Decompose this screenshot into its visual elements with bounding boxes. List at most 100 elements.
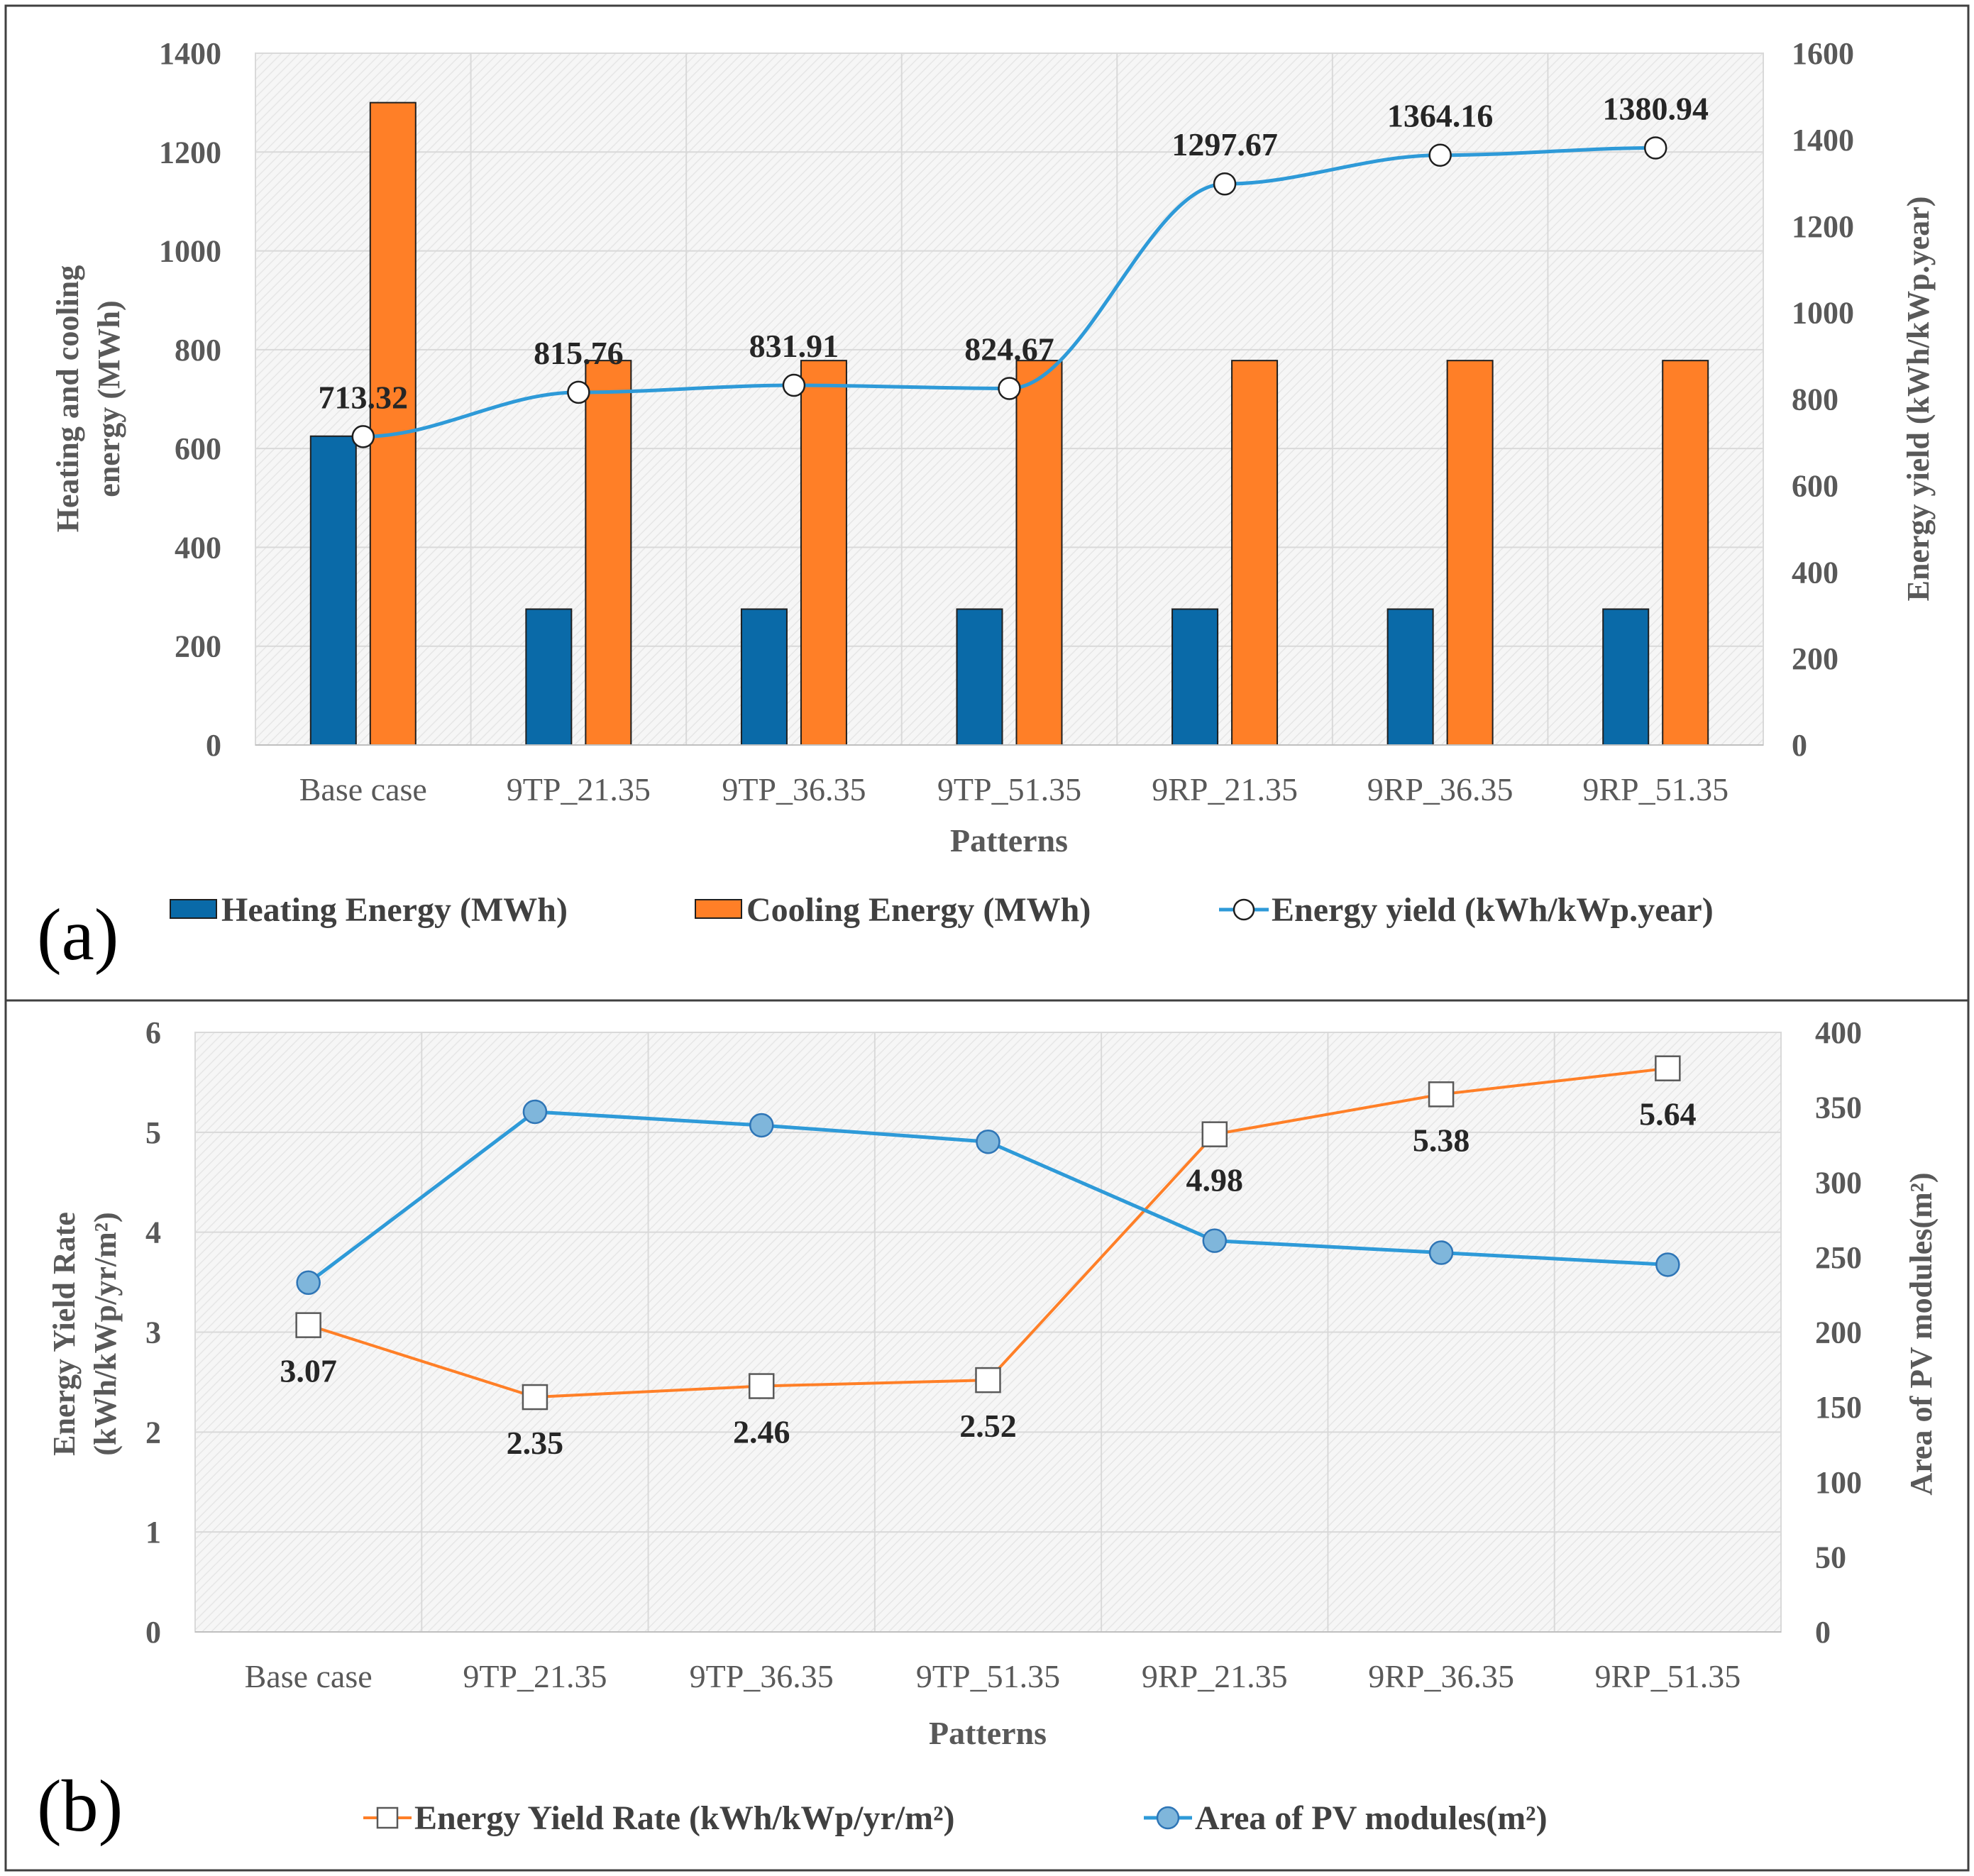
pv-area-point <box>1428 1240 1454 1265</box>
pv-area-point <box>1202 1228 1228 1253</box>
heating-bar <box>1602 608 1650 746</box>
left-tick-label: 200 <box>175 629 221 664</box>
cooling-bar <box>800 360 847 746</box>
left-tick-label: 400 <box>175 530 221 565</box>
panel-b-y2label: Area of PV modules(m²) <box>1904 1172 1939 1495</box>
right-tick-label: 0 <box>1792 728 1807 763</box>
heating-bar <box>1386 608 1434 746</box>
cooling-bar <box>1446 360 1494 746</box>
energy-yield-data-label: 824.67 <box>964 331 1054 367</box>
right-tick-label: 100 <box>1815 1465 1862 1500</box>
energy-yield-rate-point <box>1428 1081 1455 1108</box>
pv-area-point <box>1655 1252 1680 1277</box>
left-tick-label: 1400 <box>159 36 221 71</box>
right-tick-label: 200 <box>1815 1315 1862 1350</box>
energy-yield-rate-point <box>748 1373 775 1399</box>
heating-bar <box>309 435 357 746</box>
pv-area-point <box>296 1270 321 1296</box>
panel-b-xlabel: Patterns <box>929 1715 1047 1751</box>
category-label: 9TP_21.35 <box>507 771 651 807</box>
panel-b: 3.07 2.35 2.46 2.52 4.98 5.38 5.64 0 1 2 3 4 5 6 0 50 1… <box>4 999 1970 1872</box>
right-tick-label: 400 <box>1815 1015 1862 1050</box>
legend-yield-label: Energy yield (kWh/kWp.year) <box>1272 891 1714 929</box>
category-label: 9RP_21.35 <box>1142 1658 1288 1694</box>
panel-a-ylabel-line1: Heating and cooling <box>50 265 85 533</box>
legend-heating-label: Heating Energy (MWh) <box>221 891 568 929</box>
right-tick-label: 250 <box>1815 1240 1862 1275</box>
category-label: 9RP_36.35 <box>1367 771 1513 807</box>
heating-bar <box>740 608 788 746</box>
left-tick-label: 3 <box>145 1315 161 1350</box>
panel-a-ylabel-line2: energy (MWh) <box>92 300 126 497</box>
energy-yield-data-label: 831.91 <box>749 328 839 364</box>
right-tick-label: 1000 <box>1792 296 1854 331</box>
legend-cooling-label: Cooling Energy (MWh) <box>746 891 1091 929</box>
cooling-bar <box>585 360 632 746</box>
energy-yield-data-label: 1364.16 <box>1387 98 1494 134</box>
category-label: 9TP_36.35 <box>722 771 866 807</box>
energy-yield-point <box>1213 172 1237 196</box>
energy-yield-data-label: 815.76 <box>534 335 624 371</box>
panel-a-axes: 0 200 400 600 800 1000 1200 1400 0 200 400 600 800 10… <box>159 36 1854 807</box>
energy-yield-rate-data-label: 2.35 <box>507 1425 564 1461</box>
energy-yield-point <box>567 380 590 404</box>
cooling-bar <box>1231 360 1279 746</box>
panel-b-label: (b) <box>37 1765 123 1847</box>
energy-yield-point <box>782 373 806 397</box>
category-label: 9TP_36.35 <box>690 1658 834 1694</box>
left-tick-label: 600 <box>175 431 221 466</box>
panel-b-ylabel-line1: Energy Yield Rate <box>47 1212 82 1456</box>
right-tick-label: 350 <box>1815 1091 1862 1125</box>
panel-a: 713.32 815.76 831.91 824.67 1297.67 1364.16 13… <box>4 4 1970 1002</box>
category-label: 9RP_36.35 <box>1368 1658 1514 1694</box>
right-tick-label: 50 <box>1815 1540 1846 1574</box>
energy-yield-rate-data-label: 5.38 <box>1413 1122 1470 1158</box>
energy-yield-rate-data-label: 2.46 <box>733 1414 790 1450</box>
panel-b-ylabel-line2: (kWh/kWp/yr/m²) <box>88 1212 123 1455</box>
panel-a-line-series: 713.32 815.76 831.91 824.67 1297.67 1364.16 13… <box>319 90 1709 448</box>
energy-yield-rate-data-label: 2.52 <box>959 1408 1017 1444</box>
legend-heating-swatch <box>170 899 217 919</box>
right-tick-label: 300 <box>1815 1165 1862 1200</box>
right-tick-label: 1600 <box>1792 36 1854 71</box>
right-tick-label: 1400 <box>1792 123 1854 158</box>
legend-area-label: Area of PV modules(m²) <box>1195 1799 1548 1837</box>
energy-yield-rate-point <box>975 1367 1001 1394</box>
right-tick-label: 400 <box>1792 555 1838 590</box>
left-tick-label: 0 <box>206 728 221 763</box>
legend-area-marker <box>1156 1806 1180 1830</box>
energy-yield-rate-point <box>295 1312 321 1338</box>
category-label: Base case <box>245 1658 373 1694</box>
right-tick-label: 150 <box>1815 1390 1862 1425</box>
left-tick-label: 0 <box>145 1615 161 1650</box>
left-tick-label: 5 <box>145 1115 161 1150</box>
right-tick-label: 1200 <box>1792 209 1854 244</box>
category-label: 9TP_21.35 <box>463 1658 607 1694</box>
energy-yield-data-label: 1380.94 <box>1602 90 1709 126</box>
energy-yield-rate-point <box>1201 1121 1228 1147</box>
pv-area-point <box>522 1099 548 1125</box>
legend-rate-marker <box>376 1806 399 1829</box>
pv-area-point <box>749 1113 774 1138</box>
legend-cooling-swatch <box>695 899 742 919</box>
energy-yield-rate-point <box>522 1384 548 1411</box>
right-tick-label: 200 <box>1792 641 1838 676</box>
left-tick-label: 2 <box>145 1415 161 1450</box>
category-label: 9RP_51.35 <box>1582 771 1728 807</box>
energy-yield-point <box>998 377 1021 400</box>
cooling-bar <box>369 101 417 746</box>
category-label: 9TP_51.35 <box>916 1658 1060 1694</box>
heating-bar <box>525 608 573 746</box>
legend-rate-label: Energy Yield Rate (kWh/kWp/yr/m²) <box>414 1799 954 1837</box>
left-tick-label: 800 <box>175 333 221 368</box>
legend-yield-marker <box>1233 898 1255 921</box>
left-tick-label: 1000 <box>159 234 221 269</box>
energy-yield-rate-data-label: 3.07 <box>280 1353 337 1389</box>
category-label: 9TP_51.35 <box>937 771 1081 807</box>
panel-b-line-series: 3.07 2.35 2.46 2.52 4.98 5.38 5.64 <box>280 1055 1697 1461</box>
category-label: 9RP_21.35 <box>1152 771 1298 807</box>
energy-yield-data-label: 1297.67 <box>1171 126 1278 162</box>
panel-a-legend: Heating Energy (MWh) Cooling Energy (MWh… <box>170 891 1714 929</box>
category-label: 9RP_51.35 <box>1594 1658 1741 1694</box>
